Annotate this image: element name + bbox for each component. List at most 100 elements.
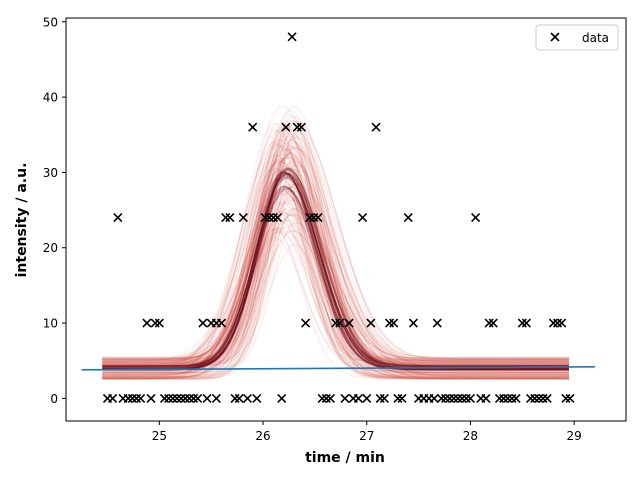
ensemble-curve bbox=[102, 126, 569, 380]
data-point bbox=[484, 318, 494, 328]
data-point bbox=[530, 393, 540, 403]
ensemble-curve bbox=[102, 146, 569, 359]
data-point bbox=[384, 318, 395, 328]
legend-marker-data bbox=[550, 32, 560, 42]
ensemble-curve bbox=[102, 143, 569, 378]
data-point bbox=[225, 213, 235, 223]
data-point bbox=[432, 318, 442, 328]
data-point bbox=[499, 393, 509, 403]
ensemble-curve bbox=[102, 124, 569, 363]
data-point bbox=[542, 393, 552, 403]
data-point bbox=[461, 393, 471, 403]
legend-box bbox=[535, 24, 619, 51]
data-point bbox=[264, 213, 274, 223]
ensemble-curve bbox=[102, 209, 569, 364]
data-point bbox=[277, 393, 287, 403]
ensemble-curve bbox=[102, 130, 569, 362]
ensemble-curve bbox=[102, 129, 569, 374]
data-point bbox=[362, 393, 372, 403]
data-point bbox=[230, 393, 240, 403]
x-tick-label: 28 bbox=[463, 429, 478, 443]
data-point bbox=[146, 393, 156, 403]
x-tick-label: 25 bbox=[152, 429, 167, 443]
ensemble-curve bbox=[102, 186, 569, 380]
ensemble-curve bbox=[102, 125, 569, 365]
ensemble-curve bbox=[102, 210, 569, 379]
y-tick-label: 20 bbox=[43, 241, 58, 255]
ensemble-curve-core bbox=[102, 175, 569, 368]
ensemble-curve bbox=[102, 184, 569, 366]
ensemble-curve bbox=[102, 163, 569, 365]
ensemble-curve bbox=[102, 165, 569, 364]
data-point bbox=[548, 318, 558, 328]
x-tick-label: 27 bbox=[359, 429, 374, 443]
data-point bbox=[154, 318, 164, 328]
data-point bbox=[538, 393, 548, 403]
ensemble-curve-core bbox=[102, 169, 569, 367]
ensemble-curve bbox=[102, 201, 569, 362]
ensemble-curve bbox=[102, 201, 569, 365]
data-point bbox=[252, 393, 262, 403]
data-point bbox=[198, 318, 208, 328]
ensemble-curve bbox=[102, 178, 569, 379]
ensemble-curve bbox=[102, 141, 569, 367]
ensemble-curve bbox=[102, 120, 569, 360]
data-point bbox=[136, 393, 146, 403]
ensemble-curve bbox=[102, 145, 569, 367]
data-point bbox=[375, 393, 385, 403]
ensemble-curve bbox=[102, 196, 569, 365]
ensemble-curve bbox=[102, 227, 569, 379]
data-point bbox=[305, 213, 315, 223]
data-point bbox=[108, 393, 118, 403]
ensemble-curve-core bbox=[102, 172, 569, 367]
ensemble-curve bbox=[102, 213, 569, 360]
data-point bbox=[234, 393, 244, 403]
data-point bbox=[180, 393, 190, 403]
data-point bbox=[371, 122, 381, 132]
ensemble-curve bbox=[102, 136, 569, 363]
data-point bbox=[188, 393, 199, 403]
ensemble-curve bbox=[102, 219, 569, 378]
y-tick-label: 30 bbox=[43, 166, 58, 180]
data-point bbox=[260, 213, 270, 223]
data-point bbox=[335, 318, 345, 328]
ensemble-curve bbox=[102, 190, 569, 364]
ensemble-curve bbox=[102, 192, 569, 376]
ensemble-curve bbox=[102, 156, 569, 368]
ensemble-curve bbox=[102, 167, 569, 375]
ensemble-curve bbox=[102, 122, 569, 364]
data-point bbox=[488, 318, 498, 328]
data-point bbox=[202, 393, 212, 403]
ensemble-curve bbox=[102, 229, 569, 374]
ensemble-curve bbox=[102, 201, 569, 376]
ensemble-curve bbox=[102, 128, 569, 366]
ensemble-curve bbox=[102, 121, 569, 361]
ensemble-curve bbox=[102, 213, 569, 380]
ensemble-curve bbox=[102, 231, 569, 374]
ensemble-curve bbox=[102, 161, 569, 372]
data-point bbox=[503, 393, 513, 403]
ensemble-curve bbox=[102, 122, 569, 370]
ensemble-curve bbox=[102, 133, 569, 359]
ensemble-curve bbox=[102, 161, 569, 368]
data-point bbox=[221, 213, 231, 223]
ensemble-curve bbox=[102, 226, 569, 379]
ensemble-curve bbox=[102, 157, 569, 365]
ensemble-curve bbox=[102, 228, 569, 362]
ensemble-curve bbox=[102, 209, 569, 367]
data-point bbox=[176, 393, 186, 403]
data-point bbox=[565, 393, 575, 403]
y-tick-label: 40 bbox=[43, 91, 58, 105]
ensemble-curve bbox=[102, 158, 569, 364]
ensemble-curve bbox=[102, 142, 569, 359]
ensemble-curve bbox=[102, 188, 569, 362]
ensemble-curve bbox=[102, 155, 569, 380]
ensemble-curve bbox=[102, 154, 569, 371]
ensemble-curve bbox=[102, 135, 569, 377]
ensemble-curve bbox=[102, 130, 569, 366]
data-point bbox=[131, 393, 142, 403]
data-point bbox=[429, 393, 439, 403]
ensemble-curve bbox=[102, 144, 569, 360]
data-point bbox=[238, 213, 248, 223]
